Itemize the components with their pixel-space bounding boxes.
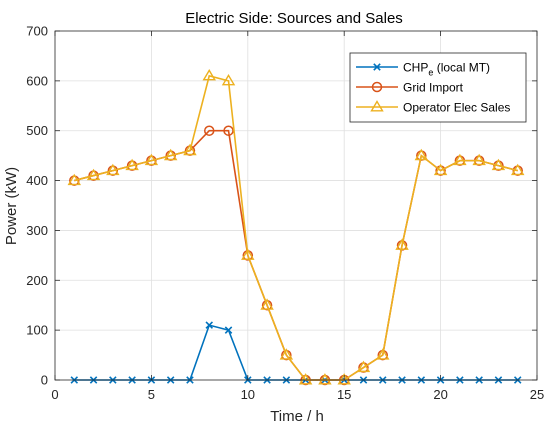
x-tick-label: 5 [148, 387, 155, 402]
legend-marker [371, 81, 383, 93]
y-tick-label: 300 [26, 223, 48, 238]
data-point [67, 173, 82, 186]
data-point [376, 348, 390, 360]
data-point [224, 326, 233, 334]
legend: CHPe (local MT) Grid Import Operator Elec … [349, 52, 527, 123]
y-tick-label: 600 [26, 73, 48, 88]
data-point [433, 163, 448, 176]
data-point [414, 148, 429, 161]
grid-lines [55, 31, 537, 380]
legend-label: Grid Import [403, 81, 464, 95]
x-tick-label: 15 [337, 387, 351, 402]
data-point [298, 373, 313, 385]
x-tick-label: 0 [51, 387, 58, 402]
legend-label: CHPe (local MT) [403, 61, 490, 78]
data-point [395, 238, 409, 250]
chart-title: Electric Side: Sources and Sales [185, 10, 403, 27]
y-tick-label: 700 [26, 24, 48, 39]
data-point [356, 360, 371, 373]
data-point [260, 298, 274, 310]
y-tick-label: 200 [26, 273, 48, 288]
data-point [106, 163, 120, 176]
plot-frame [54, 30, 538, 381]
data-point [183, 143, 197, 156]
y-tick-label: 400 [26, 173, 48, 188]
series-3 [67, 68, 525, 385]
legend-marker [373, 63, 381, 71]
x-tick-label: 10 [241, 387, 255, 402]
data-point [223, 125, 234, 136]
data-point [491, 158, 506, 171]
data-point [163, 148, 178, 161]
data-point [144, 153, 159, 166]
x-tick-label: 25 [530, 387, 544, 402]
data-point [510, 163, 525, 176]
data-point [279, 348, 294, 360]
data-point [472, 153, 486, 166]
data-point [125, 158, 139, 171]
data-point [241, 248, 255, 260]
y-axis-label: Power (kW) [3, 167, 20, 245]
data-point [318, 373, 332, 385]
legend-item: CHPe (local MT) [356, 61, 490, 78]
y-tick-label: 500 [26, 123, 48, 138]
y-tick-label: 100 [26, 323, 48, 338]
x-tick-label: 20 [433, 387, 447, 402]
legend-item: Operator Elec Sales [356, 100, 510, 115]
y-tick-label: 0 [41, 373, 48, 388]
data-point [337, 373, 351, 385]
data-point [203, 125, 215, 136]
data-point [221, 73, 236, 86]
data-point [205, 321, 214, 329]
data-point [453, 153, 467, 166]
legend-marker [370, 100, 384, 112]
data-point [202, 68, 216, 81]
legend-label: Operator Elec Sales [403, 101, 510, 115]
legend-item: Grid Import [356, 81, 464, 95]
data-point [86, 168, 101, 181]
axis-ticks: 0 5 10 15 20 25 0 100 200 300 400 500 600 700 [26, 24, 544, 403]
x-axis-label: Time / h [270, 408, 324, 425]
